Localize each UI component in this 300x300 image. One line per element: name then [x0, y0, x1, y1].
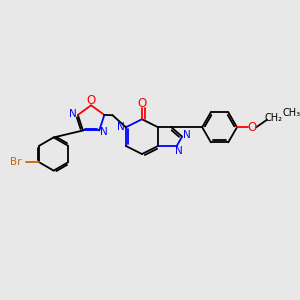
Text: N: N — [175, 146, 182, 155]
Text: N: N — [183, 130, 191, 140]
Text: N: N — [100, 127, 108, 137]
Text: O: O — [247, 121, 256, 134]
Text: CH₂: CH₂ — [264, 113, 282, 123]
Text: O: O — [87, 94, 96, 107]
Text: N: N — [69, 109, 77, 118]
Text: O: O — [137, 97, 147, 110]
Text: N: N — [117, 122, 125, 132]
Text: CH₃: CH₃ — [283, 107, 300, 118]
Text: Br: Br — [11, 157, 22, 167]
